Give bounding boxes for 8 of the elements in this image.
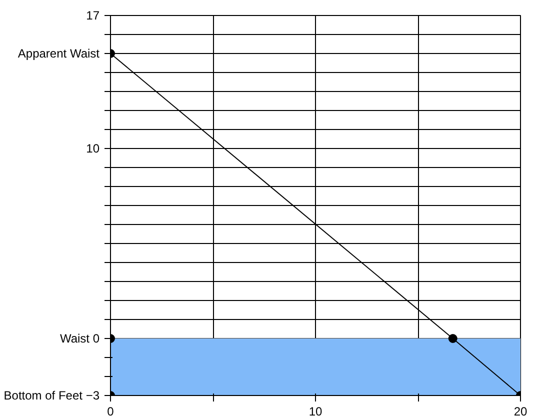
y-tick-label: 17 <box>86 8 100 22</box>
y-tick-label: Waist 0 <box>60 332 100 346</box>
x-tick-label: 0 <box>107 404 114 418</box>
x-tick-label: 20 <box>514 404 528 418</box>
y-tick-label: Bottom of Feet −3 <box>4 388 100 402</box>
y-tick-label: 10 <box>86 142 100 156</box>
x-tick-label: 10 <box>308 404 322 418</box>
y-tick-label: Apparent Waist <box>18 46 100 60</box>
